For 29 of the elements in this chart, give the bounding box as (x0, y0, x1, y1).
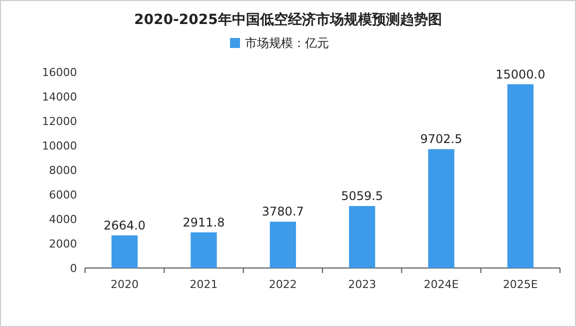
y-tick-label: 14000 (42, 90, 77, 104)
bar (190, 232, 217, 268)
data-label: 2664.0 (104, 218, 146, 232)
bar (428, 149, 454, 268)
bar (270, 222, 296, 268)
data-label: 3780.7 (262, 204, 304, 219)
bar (349, 206, 376, 268)
y-tick-label: 2000 (49, 238, 77, 250)
x-tick-label: 2025E (502, 278, 538, 291)
data-label: 15000.0 (496, 67, 546, 82)
x-tick-label: 2021 (190, 278, 218, 291)
y-tick-label: 12000 (42, 115, 77, 128)
x-tick-label: 2020 (110, 278, 139, 291)
y-tick-label: 4000 (49, 213, 77, 226)
bar (507, 84, 534, 268)
bar (112, 235, 138, 268)
y-tick-label: 0 (70, 262, 77, 275)
data-label: 2911.8 (182, 215, 225, 230)
x-tick-label: 2022 (268, 278, 297, 291)
legend-label: 市场规模：亿元 (245, 36, 329, 50)
y-tick-label: 6000 (49, 188, 77, 202)
y-tick-label: 16000 (42, 66, 77, 79)
y-tick-label: 8000 (49, 164, 77, 177)
x-tick-label: 2023 (348, 278, 376, 291)
data-label: 5059.5 (341, 189, 384, 204)
x-tick-label: 2024E (424, 278, 459, 291)
chart-title: 2020-2025年中国低空经济市场规模预测趋势图 (134, 11, 442, 28)
data-label: 9702.5 (420, 132, 462, 146)
y-tick-label: 10000 (42, 140, 77, 152)
